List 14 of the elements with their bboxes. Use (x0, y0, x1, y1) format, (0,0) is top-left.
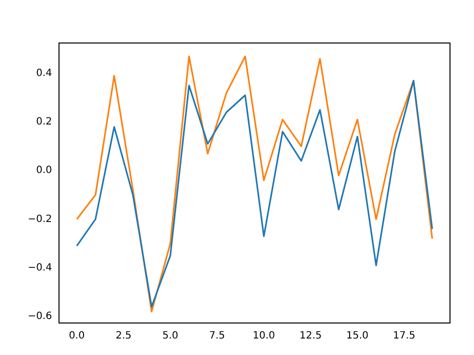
y-tick-label: 0.4 (36, 68, 52, 79)
x-tick-label: 2.5 (116, 330, 132, 342)
y-tick-label: −0.2 (28, 214, 52, 225)
y-tick-label: −0.6 (28, 311, 52, 322)
y-tick-label: 0.2 (36, 116, 52, 128)
x-tick-label: 10.0 (252, 330, 275, 342)
y-tick-label: 0.0 (36, 165, 52, 176)
x-tick-label: 15.0 (346, 330, 369, 342)
x-tick-label: 17.5 (393, 330, 416, 342)
y-tick-label: −0.4 (28, 262, 52, 274)
x-tick-label: 12.5 (299, 330, 322, 342)
x-tick-label: 7.5 (209, 330, 226, 342)
x-tick-label: 5.0 (162, 330, 178, 342)
x-tick-label: 0.0 (68, 330, 85, 342)
